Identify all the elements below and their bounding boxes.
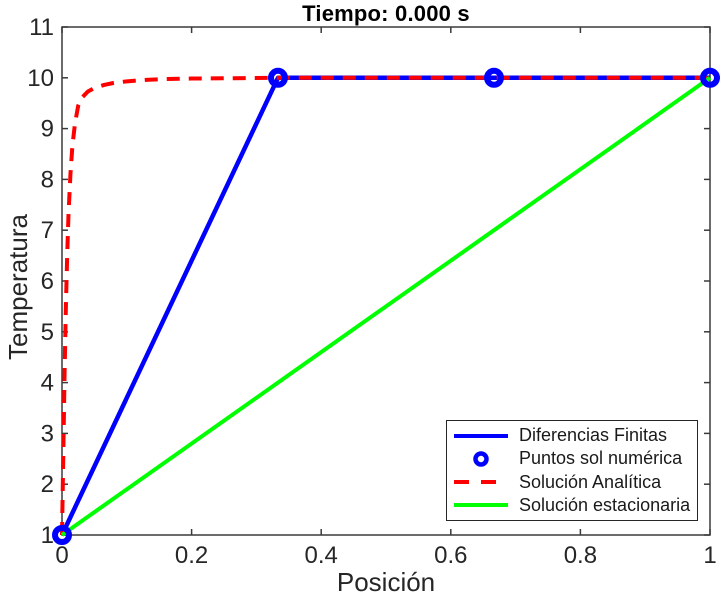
y-tick-label: 10 (27, 65, 54, 92)
y-axis-label: Temperatura (3, 214, 33, 360)
y-tick-label: 9 (41, 116, 54, 143)
legend-solid-line-icon (454, 503, 508, 508)
chart-title: Tiempo: 0.000 s (302, 1, 470, 26)
legend-item-puntos-sol-numerica: Puntos sol numérica (447, 447, 697, 470)
legend-solid-line-icon (454, 433, 508, 438)
marker-puntos-sol-numerica (484, 67, 505, 88)
series-solucion-analitica (60, 75, 710, 536)
y-tick-label: 6 (41, 268, 54, 295)
legend-item-solucion-estacionaria: Solución estacionaria (447, 494, 697, 517)
legend-label: Diferencias Finitas (519, 425, 668, 446)
x-tick-label: 1 (703, 542, 716, 569)
series-solucion-estacionaria (60, 76, 712, 537)
y-tick-label: 1 (41, 522, 54, 549)
legend: Diferencias Finitas Puntos sol numérica … (446, 420, 698, 521)
legend-dashed-line-icon (454, 480, 508, 485)
x-tick-label: 0.2 (175, 542, 208, 569)
x-axis-label: Posición (336, 567, 436, 597)
y-tick-label: 8 (41, 166, 54, 193)
legend-item-diferencias-finitas: Diferencias Finitas (447, 424, 697, 447)
x-tick-label: 0 (55, 542, 68, 569)
legend-item-solucion-analitica: Solución Analítica (447, 471, 697, 494)
x-tick-label: 0.4 (305, 542, 338, 569)
marker-puntos-sol-numerica (267, 67, 288, 88)
y-tick-label: 5 (41, 319, 54, 346)
legend-label: Puntos sol numérica (519, 448, 683, 469)
x-tick-label: 0.8 (564, 542, 597, 569)
y-tick-label: 7 (41, 217, 54, 244)
marker-puntos-sol-numerica (52, 525, 72, 545)
legend-circle-marker-icon (473, 451, 489, 467)
y-tick-label: 4 (41, 370, 54, 397)
y-tick-label: 2 (41, 471, 54, 498)
series-diferencias-finitas (59, 75, 710, 536)
marker-puntos-sol-numerica (700, 67, 720, 88)
legend-label: Solución estacionaria (519, 494, 691, 515)
y-tick-label: 11 (29, 14, 54, 41)
y-tick-label: 3 (41, 420, 54, 447)
x-tick-label: 0.6 (434, 542, 467, 569)
legend-label: Solución Analítica (519, 471, 662, 492)
